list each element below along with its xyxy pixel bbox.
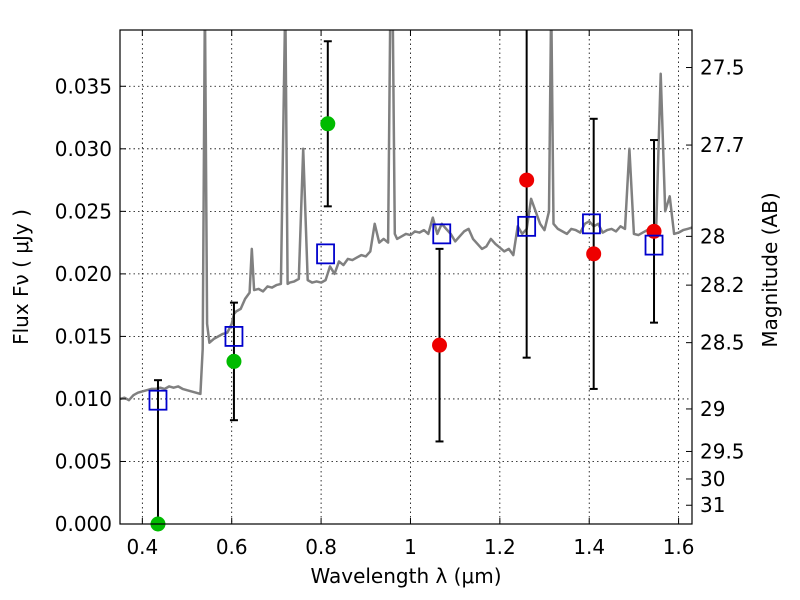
mag-tick-label: 28.5 — [700, 331, 745, 355]
model-photometry-square — [517, 215, 537, 237]
nir-detection-point — [646, 223, 662, 239]
y-axis-label: Flux Fν ( μJy ) — [9, 209, 33, 345]
y-tick-label: 0.010 — [55, 387, 112, 411]
model-photometry-square — [582, 213, 601, 235]
nir-detection-point — [432, 337, 448, 353]
model-photometry-square — [316, 243, 335, 265]
y-tick-label: 0.000 — [55, 512, 112, 536]
plot-frame — [119, 29, 693, 525]
y-tick-label: 0.025 — [55, 199, 112, 223]
x-axis-label: Wavelength λ (μm) — [310, 564, 501, 588]
model-photometry-square — [432, 223, 452, 245]
model-photometry-square — [224, 326, 244, 347]
x-tick-label: 1 — [404, 535, 417, 559]
nir-detection-point — [586, 246, 602, 262]
mag-tick-label: 29.5 — [700, 439, 745, 463]
mag-tick-label: 30 — [700, 467, 725, 491]
mag-tick-label: 27.5 — [700, 56, 745, 80]
model-photometry-square — [644, 234, 664, 256]
y-tick-label: 0.020 — [55, 262, 112, 286]
mag-tick-label: 31 — [700, 493, 725, 517]
model-spectrum-line — [120, 30, 692, 402]
x-tick-label: 1.2 — [484, 535, 516, 559]
x-tick-label: 1.4 — [573, 535, 605, 559]
y-tick-label: 0.030 — [55, 137, 112, 161]
right-axis-label: Magnitude (AB) — [758, 192, 782, 347]
x-tick-label: 0.6 — [216, 535, 248, 559]
nir-detection-point — [519, 172, 535, 188]
mag-tick-label: 29 — [700, 397, 725, 421]
y-tick-label: 0.005 — [55, 449, 112, 473]
y-tick-label: 0.015 — [55, 324, 112, 348]
mag-tick-label: 28.2 — [700, 273, 745, 297]
markers-layer — [148, 116, 664, 532]
model-photometry-square — [148, 389, 168, 411]
optical-detection-point — [226, 353, 242, 369]
mag-tick-label: 28 — [700, 224, 725, 248]
axis-ticks: 0.4 0.6 0.8 1 1.2 1.4 1.6 0.000 0.005 0.010 0.015 0… — [55, 30, 745, 559]
optical-detection-point — [320, 116, 336, 132]
model-spectrum-layer — [120, 30, 692, 402]
x-tick-label: 0.8 — [305, 535, 337, 559]
y-tick-label: 0.035 — [55, 74, 112, 98]
mag-tick-label: 27.7 — [700, 133, 745, 157]
x-tick-label: 1.6 — [663, 535, 695, 559]
error-bars-layer — [153, 30, 659, 524]
x-tick-label: 0.4 — [126, 535, 158, 559]
